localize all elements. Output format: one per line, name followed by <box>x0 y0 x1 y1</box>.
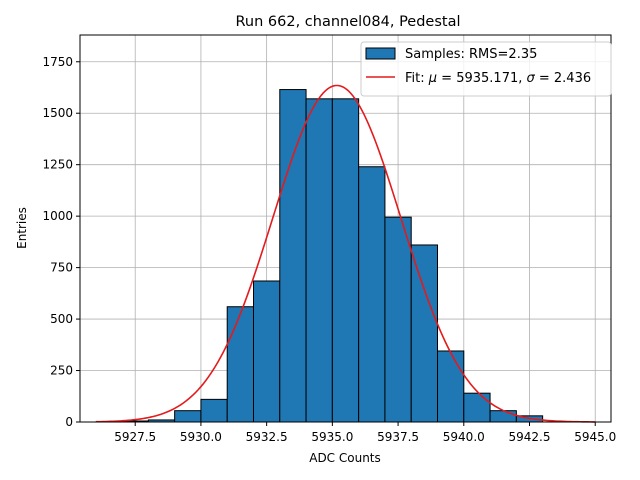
y-axis-ticks: 0 250 500 750 1000 1250 1500 1750 <box>42 55 80 429</box>
y-axis-label: Entries <box>15 207 29 249</box>
y-tick-label: 0 <box>65 415 73 429</box>
histogram-bar <box>279 89 307 423</box>
y-tick-label: 1750 <box>42 55 73 69</box>
legend-label-fit: Fit: μ = 5935.171, σ = 2.436 <box>405 71 591 86</box>
fit-mu-value: = 5935.171, <box>437 71 526 86</box>
y-tick-label: 750 <box>50 261 73 275</box>
histogram-bar <box>331 98 360 423</box>
histogram-bar <box>437 350 465 423</box>
x-tick-label: 5927.5 <box>114 430 156 444</box>
histogram-bar <box>384 216 412 423</box>
x-tick-label: 5942.5 <box>509 430 551 444</box>
x-tick-label: 5932.5 <box>246 430 288 444</box>
histogram-bar <box>174 410 202 423</box>
legend: Samples: RMS=2.35 Fit: μ = 5935.171, σ =… <box>360 41 612 97</box>
histogram-bars <box>121 89 544 423</box>
fit-curve <box>95 84 596 423</box>
fit-sigma-symbol: σ <box>527 71 536 86</box>
histogram-bar <box>226 306 254 423</box>
legend-swatch-samples <box>365 47 396 60</box>
x-axis-label: ADC Counts <box>309 451 381 465</box>
legend-box <box>360 41 612 97</box>
chart-title: Run 662, channel084, Pedestal <box>235 14 460 30</box>
histogram-bar <box>200 398 228 423</box>
x-tick-label: 5935.0 <box>311 430 353 444</box>
fit-sigma-value: = 2.436 <box>535 71 591 86</box>
histogram-bar <box>305 98 333 423</box>
fit-label-prefix: Fit: <box>405 71 429 86</box>
x-tick-label: 5937.5 <box>377 430 419 444</box>
x-tick-label: 5940.0 <box>443 430 485 444</box>
histogram-bar <box>489 410 517 423</box>
y-tick-label: 1000 <box>42 209 73 223</box>
x-axis-ticks: 5927.5 5930.0 5932.5 5935.0 5937.5 5940.0 5942… <box>114 422 616 444</box>
y-tick-label: 250 <box>50 364 73 378</box>
x-tick-label: 5945.0 <box>574 430 616 444</box>
histogram-bar <box>463 392 491 423</box>
histogram-bar <box>410 244 439 423</box>
x-tick-label: 5930.0 <box>180 430 222 444</box>
histogram-bar <box>252 280 281 423</box>
legend-label-samples: Samples: RMS=2.35 <box>405 47 537 62</box>
plot-frame <box>79 34 612 423</box>
histogram-bar <box>358 166 386 423</box>
y-tick-label: 1500 <box>42 106 73 120</box>
y-tick-label: 500 <box>50 312 73 326</box>
y-tick-label: 1250 <box>42 158 73 172</box>
fit-mu-symbol: μ <box>428 71 437 86</box>
